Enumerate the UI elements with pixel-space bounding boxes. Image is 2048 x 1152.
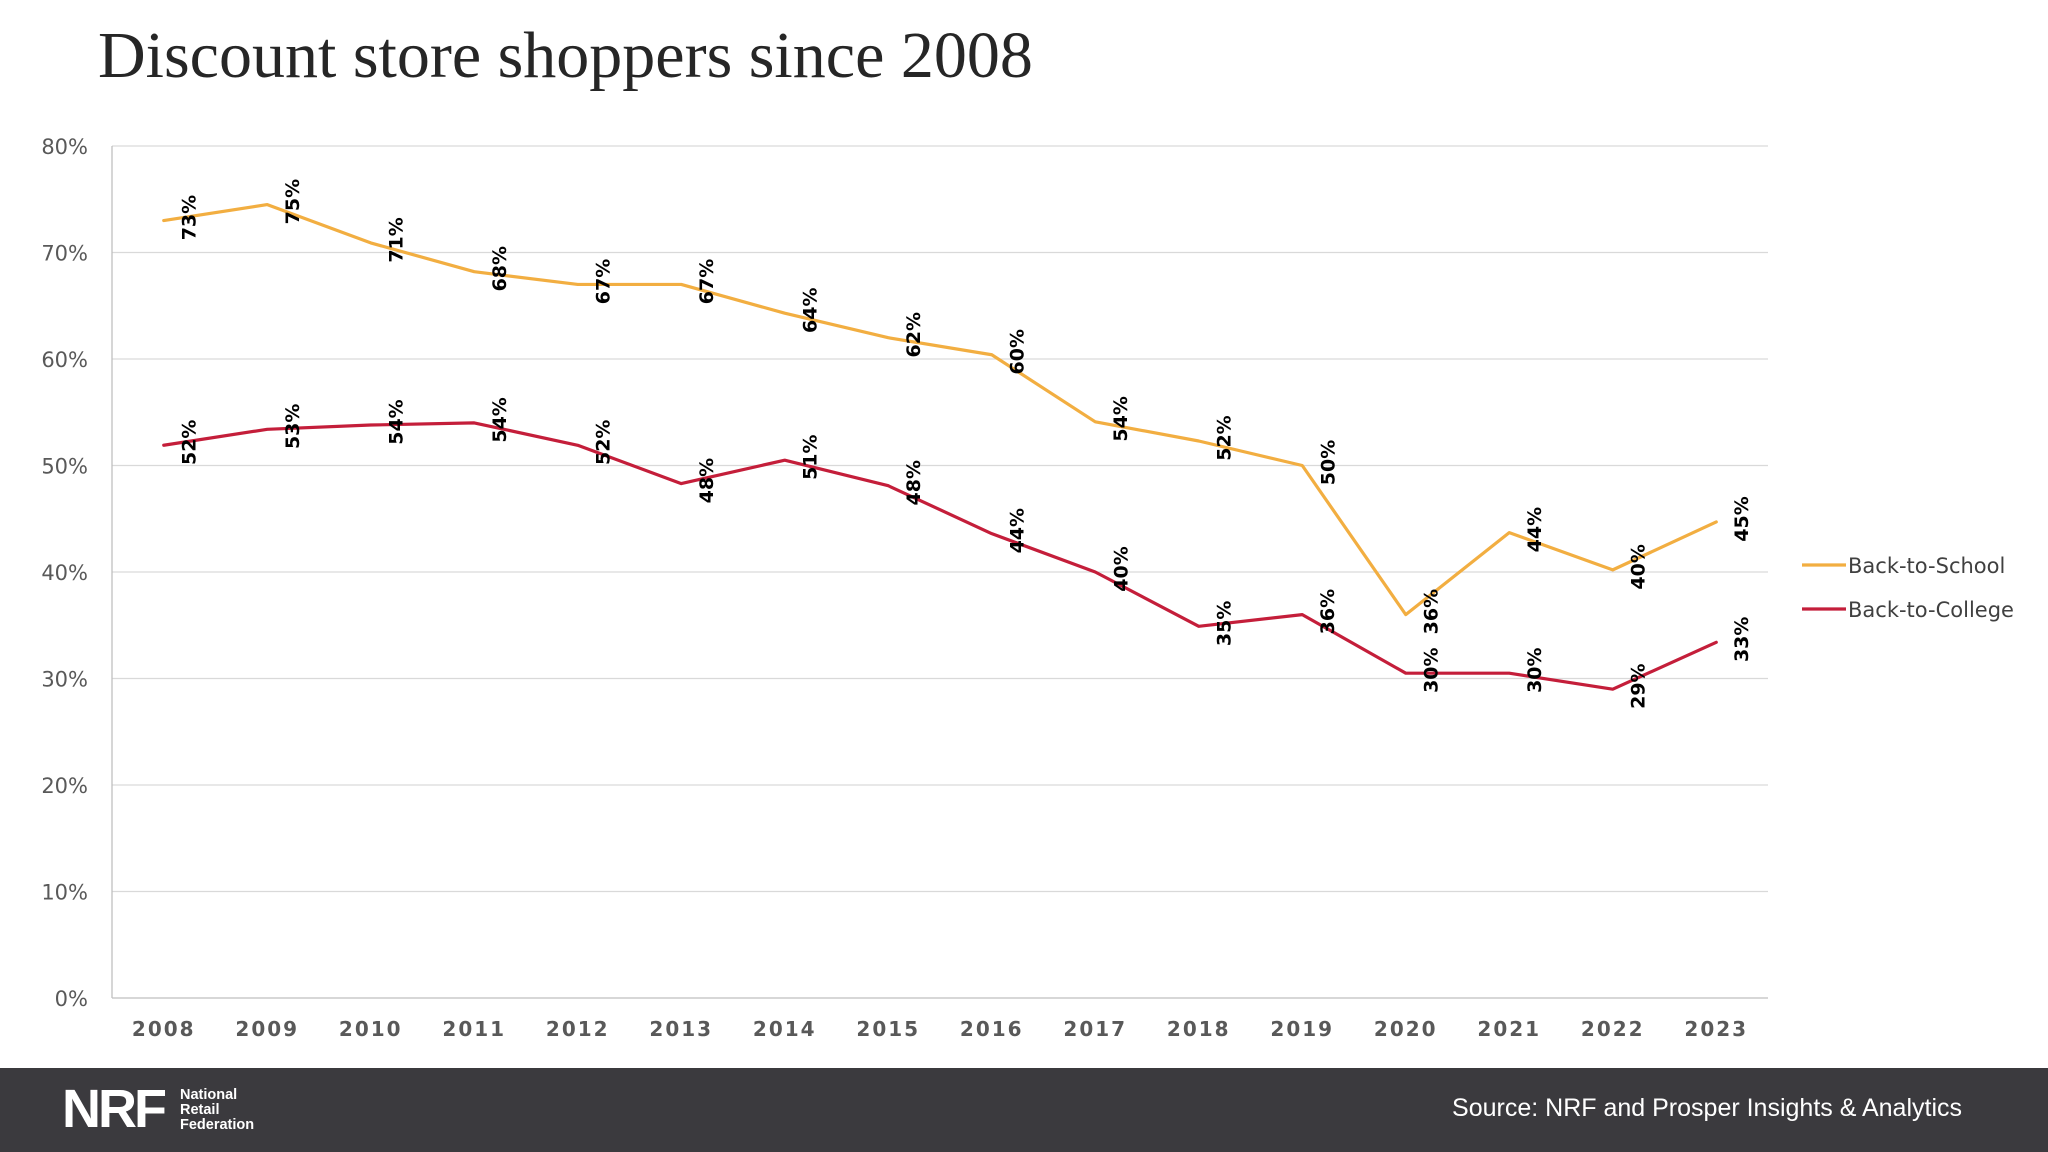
data-label: 54% [1110,396,1132,441]
data-label: 71% [386,217,408,262]
nrf-logo-name-line: National [180,1087,238,1103]
y-tick-label: 20% [41,774,88,798]
data-label: 33% [1731,617,1753,662]
data-label: 29% [1628,663,1650,708]
data-label: 52% [179,420,201,465]
data-label: 44% [1524,507,1546,552]
nrf-logo-name: National Retail Federation [180,1088,300,1133]
data-label: 40% [1110,546,1132,591]
data-label: 45% [1731,496,1753,541]
x-tick-label: 2018 [1167,1017,1231,1041]
data-label: 75% [282,179,304,224]
x-tick-label: 2022 [1581,1017,1645,1041]
data-label: 44% [1007,508,1029,553]
data-label: 51% [800,434,822,479]
x-tick-label: 2016 [960,1017,1024,1041]
x-tick-label: 2021 [1477,1017,1541,1041]
x-tick-label: 2010 [339,1017,403,1041]
x-tick-label: 2011 [442,1017,506,1041]
data-label: 36% [1421,589,1443,634]
nrf-logo-mark: NRF [62,1079,167,1139]
footer-bar: NRF National Retail Federation Source: N… [0,1068,2048,1152]
data-label: 50% [1317,440,1339,485]
x-tick-label: 2017 [1063,1017,1127,1041]
data-label: 64% [800,287,822,332]
data-label: 52% [593,420,615,465]
y-tick-label: 70% [41,242,88,266]
series-line-back-to-college [162,421,1718,691]
y-tick-label: 30% [41,668,88,692]
x-tick-label: 2023 [1684,1017,1748,1041]
x-tick-label: 2019 [1270,1017,1334,1041]
data-label: 60% [1007,329,1029,374]
y-tick-label: 0% [55,987,88,1011]
data-label: 35% [1214,601,1236,646]
data-label: 52% [1214,415,1236,460]
x-tick-label: 2015 [856,1017,920,1041]
data-label: 36% [1317,589,1339,634]
nrf-logo-name-line: Retail [180,1102,220,1118]
data-label: 68% [489,246,511,291]
page-title: Discount store shoppers since 2008 [98,19,1033,92]
data-label: 73% [179,195,201,240]
data-label: 67% [593,259,615,304]
data-label: 30% [1524,647,1546,692]
data-label: 53% [282,404,304,449]
x-tick-label: 2013 [649,1017,713,1041]
legend-entry: Back-to-College [1848,598,2014,622]
data-label: 48% [903,460,925,505]
x-tick-label: 2008 [132,1017,196,1041]
data-label: 67% [696,259,718,304]
y-tick-label: 80% [41,135,88,159]
source-note: Source: NRF and Prosper Insights & Analy… [1452,1094,1962,1122]
x-tick-label: 2009 [235,1017,299,1041]
x-tick-label: 2014 [753,1017,817,1041]
legend-entry: Back-to-School [1848,554,2005,578]
nrf-logo-name-line: Federation [180,1117,255,1133]
data-label: 54% [386,399,408,444]
x-tick-label: 2020 [1374,1017,1438,1041]
y-tick-label: 40% [41,561,88,585]
y-tick-label: 60% [41,348,88,372]
data-label: 40% [1628,544,1650,589]
data-label: 62% [903,312,925,357]
y-tick-label: 50% [41,455,88,479]
data-label: 30% [1421,647,1443,692]
x-tick-label: 2012 [546,1017,610,1041]
data-label: 54% [489,397,511,442]
data-label: 48% [696,458,718,503]
series-line-back-to-school [162,202,1718,617]
y-tick-label: 10% [41,881,88,905]
line-chart: 0% 10% 20% 30% 40% 50% 60% 70% 80% 2008 2009 2010 20… [41,135,2014,1041]
